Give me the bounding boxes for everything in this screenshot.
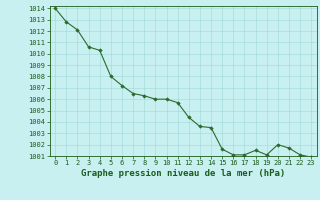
X-axis label: Graphe pression niveau de la mer (hPa): Graphe pression niveau de la mer (hPa) [81,169,285,178]
